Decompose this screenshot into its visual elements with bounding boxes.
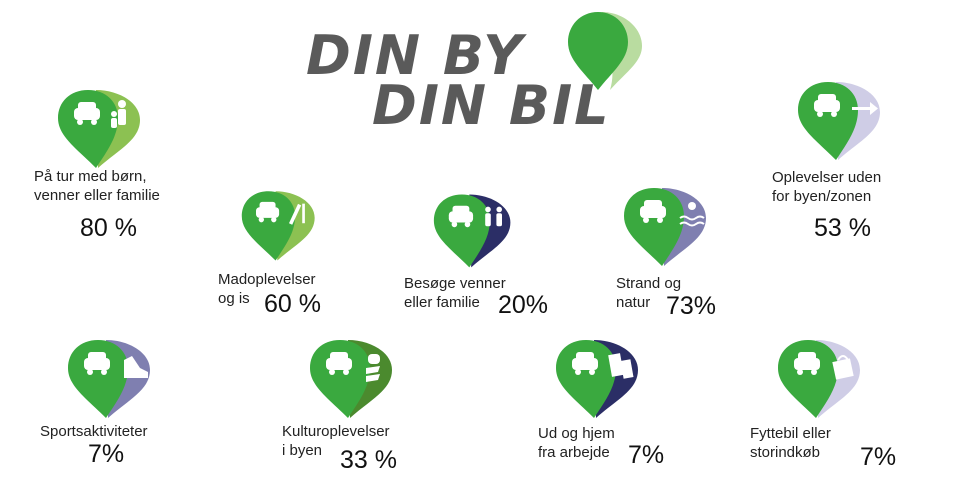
label-family: På tur med børn, venner eller familie	[34, 168, 160, 204]
family-icon	[111, 100, 126, 128]
outside-pin-icon	[798, 82, 880, 160]
label-sports: Sportsaktiviteter	[40, 423, 148, 440]
percent-family: 80 %	[80, 214, 137, 242]
friends-pin-icon	[433, 194, 511, 268]
label-shopping: Fyttebil eller storindkøb	[750, 425, 831, 461]
friends-icon	[485, 206, 502, 227]
percent-outside: 53 %	[814, 214, 871, 242]
label-culture: Kulturoplevelser i byen	[282, 423, 390, 459]
culture-icon	[366, 354, 380, 382]
label-outside: Oplevelser uden for byen/zonen	[772, 169, 882, 205]
percent-sports: 7%	[88, 440, 125, 468]
percent-culture: 33 %	[340, 446, 397, 474]
beach-pin-icon	[624, 188, 706, 266]
family-pin-icon	[58, 90, 140, 168]
culture-pin-icon	[310, 340, 392, 418]
percent-shopping: 7%	[860, 443, 897, 471]
shopping-bag-icon	[832, 355, 854, 380]
label-work: Ud og hjem fra arbejde	[538, 425, 615, 461]
percent-food: 60 %	[264, 290, 321, 318]
running-shoe-icon	[124, 356, 148, 378]
food-pin-icon	[241, 191, 315, 261]
title-line-2: DIN BIL	[372, 74, 611, 137]
title-line-1: DIN BY	[306, 24, 525, 87]
percent-beach: 73%	[666, 292, 717, 320]
percent-friends: 20%	[498, 291, 549, 319]
shopping-pin-icon	[778, 340, 860, 418]
work-pin-icon	[556, 340, 638, 418]
office-building-icon	[608, 353, 634, 379]
sports-pin-icon	[68, 340, 150, 418]
label-beach: Strand og natur	[616, 275, 682, 311]
heart-logo-icon	[568, 12, 642, 90]
label-friends: Besøge venner eller familie	[404, 275, 506, 311]
ice-cream-icon	[288, 203, 305, 225]
sun-waves-icon	[679, 202, 705, 227]
percent-work: 7%	[628, 441, 665, 469]
arrow-right-icon	[852, 102, 878, 115]
label-food: Madoplevelser og is	[218, 271, 316, 307]
